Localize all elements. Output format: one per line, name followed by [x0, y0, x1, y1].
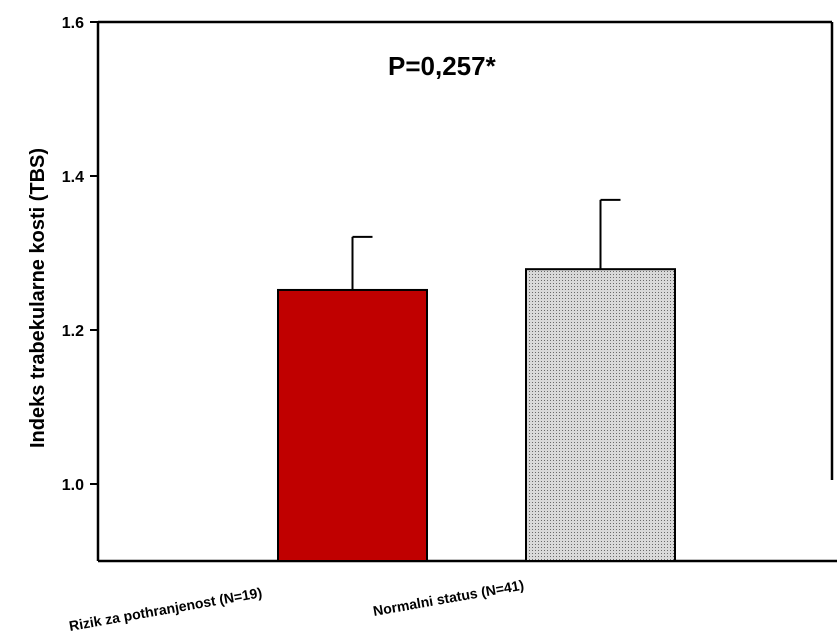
category-label-1: Rizik za pothranjenost (N=19)	[68, 584, 263, 634]
bars-group	[277, 198, 676, 562]
x-axis: Rizik za pothranjenost (N=19) Normalni st…	[68, 577, 525, 634]
category-label-2: Normalni status (N=41)	[372, 577, 525, 619]
bar-2	[525, 268, 676, 562]
bar-1	[277, 288, 428, 562]
y-tick-label: 1.2	[62, 323, 84, 340]
y-tick-label: 1.4	[62, 169, 84, 186]
plot-frame	[96, 20, 837, 563]
p-value-annotation: P=0,257*	[388, 51, 497, 81]
y-axis: 1.0 1.2 1.4 1.6	[62, 15, 98, 494]
y-tick-label: 1.0	[62, 477, 84, 494]
y-axis-title: Indeks trabekularne kosti (TBS)	[27, 148, 49, 448]
y-tick-label: 1.6	[62, 15, 84, 32]
